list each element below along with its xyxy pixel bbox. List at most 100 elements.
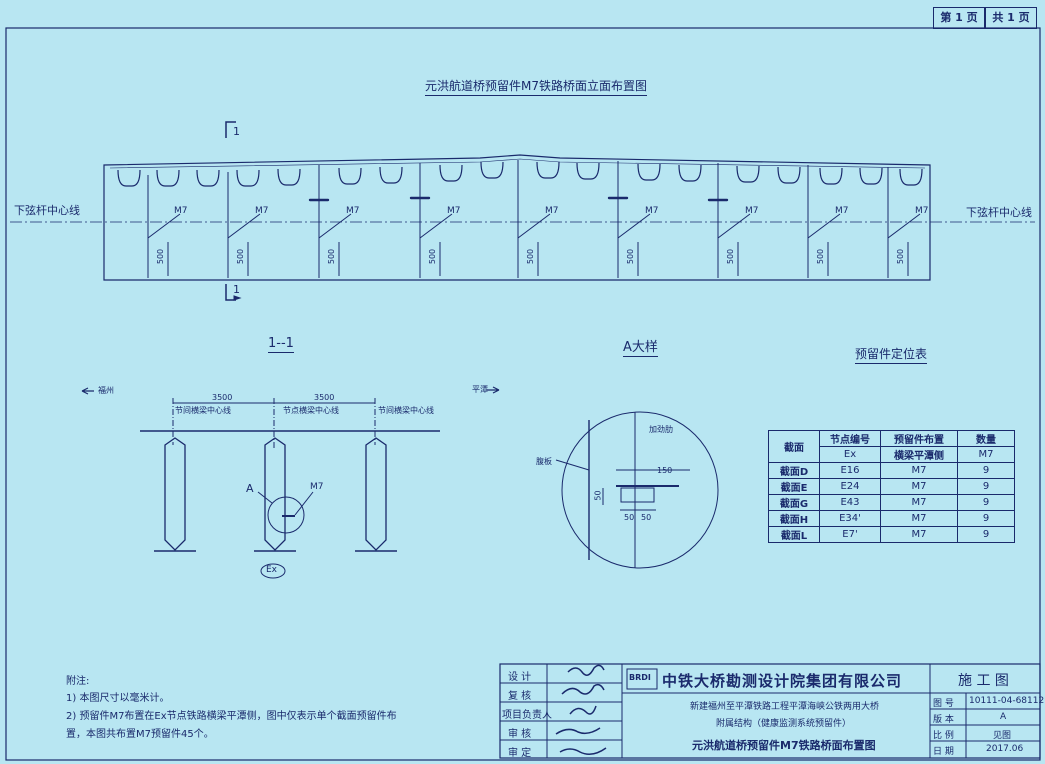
m7-label: M7	[545, 206, 559, 216]
table-title: 预留件定位表	[855, 345, 928, 364]
section-title: 1--1	[268, 336, 294, 353]
mark-a: A	[246, 482, 254, 495]
role-design: 设 计	[508, 672, 532, 683]
direction-left: 福州	[98, 386, 114, 395]
direction-right: 平潭	[472, 385, 488, 394]
subproject-name: 附属结构（健康监测系统预留件）	[716, 719, 852, 729]
dim-500: 500	[236, 248, 246, 265]
stage-label: 施 工 图	[958, 673, 1009, 689]
note-2: 2) 预留件M7布置在Ex节点铁路横梁平潭侧，图中仅表示单个截面预留件布	[66, 711, 397, 722]
sub-layout: 横梁平潭侧	[880, 446, 958, 463]
m7-label: M7	[255, 206, 269, 216]
dim-500: 500	[626, 248, 636, 265]
field-key: 比 例	[933, 731, 954, 741]
beam-label-right: 节间横梁中心线	[378, 406, 434, 415]
dim-500: 500	[327, 248, 337, 265]
th-qty: 数量	[957, 430, 1015, 447]
cell: 截面L	[768, 526, 820, 543]
beam-label-left: 节间横梁中心线	[175, 406, 231, 415]
dim-500: 500	[156, 248, 166, 265]
m7-label: M7	[447, 206, 461, 216]
cell: 截面E	[768, 478, 820, 495]
m7-verticals	[147, 160, 921, 278]
dim-500: 500	[526, 248, 536, 265]
field-key: 版 本	[933, 715, 954, 725]
cell: 9	[957, 478, 1015, 495]
table-row: 截面H E34' M7 9	[768, 510, 1015, 527]
dim-50-a: 50	[624, 513, 635, 522]
dim-50-b: 50	[641, 513, 652, 522]
cell: 9	[957, 494, 1015, 511]
m7-label: M7	[745, 206, 759, 216]
field-value: 10111-04-68112	[969, 696, 1045, 706]
node-label: Ex	[266, 565, 278, 575]
dim-3500-right: 3500	[314, 393, 335, 402]
section-1-1	[81, 386, 500, 579]
company-logo: BRDI	[629, 673, 651, 682]
dim-50-vertical: 50	[593, 490, 603, 501]
centerline-right-label: 下弦杆中心线	[966, 206, 1032, 219]
m7-label: M7	[835, 206, 849, 216]
sub-node: Ex	[819, 446, 881, 463]
field-value: 见图	[993, 731, 1012, 741]
field-key: 图 号	[933, 699, 954, 709]
mark-m7: M7	[310, 482, 324, 492]
cell: M7	[880, 478, 958, 495]
table-row: 截面L E7' M7 9	[768, 526, 1015, 543]
detail-title: A大样	[623, 336, 658, 357]
u-ribs	[117, 161, 923, 187]
m7-label: M7	[915, 206, 929, 216]
table-row: 截面D E16 M7 9	[768, 462, 1015, 479]
table-row: 截面E E24 M7 9	[768, 478, 1015, 495]
company-name: 中铁大桥勘测设计院集团有限公司	[662, 672, 903, 690]
title-block-lines	[499, 663, 1041, 759]
cell: 截面G	[768, 494, 820, 511]
field-value: 2017.06	[986, 744, 1024, 754]
cell: 9	[957, 526, 1015, 543]
role-pm: 项目负责人	[502, 710, 552, 721]
note-3: 置，本图共布置M7预留件45个。	[66, 729, 214, 740]
section-mark-top: 1	[233, 125, 240, 138]
m7-label: M7	[346, 206, 360, 216]
detail-a	[555, 411, 719, 569]
elevation-title: 元洪航道桥预留件M7铁路桥面立面布置图	[425, 77, 647, 96]
cell: E24	[819, 478, 881, 495]
th-layout: 预留件布置	[880, 430, 958, 447]
project-name: 新建福州至平潭铁路工程平潭海峡公铁两用大桥	[690, 702, 880, 712]
field-key: 日 期	[933, 747, 954, 757]
cell: M7	[880, 526, 958, 543]
cell: E7'	[819, 526, 881, 543]
dim-500: 500	[816, 248, 826, 265]
m7-label: M7	[645, 206, 659, 216]
table-row: 截面G E43 M7 9	[768, 494, 1015, 511]
cell: 9	[957, 462, 1015, 479]
beam-label-mid: 节点横梁中心线	[283, 406, 339, 415]
stiffener-label: 加劲肋	[649, 425, 673, 434]
th-node: 节点编号	[819, 430, 881, 447]
dim-3500-left: 3500	[212, 393, 233, 402]
location-table: 截面 节点编号 预留件布置 数量 Ex 横梁平潭侧 M7 截面D E16 M7 9 截…	[768, 430, 1015, 543]
centerline-left-label: 下弦杆中心线	[14, 204, 80, 217]
cell: M7	[880, 462, 958, 479]
dim-500: 500	[896, 248, 906, 265]
th-section: 截面	[768, 430, 820, 463]
dim-150: 150	[657, 466, 673, 475]
dim-500: 500	[726, 248, 736, 265]
cell: 9	[957, 510, 1015, 527]
cell: 截面D	[768, 462, 820, 479]
cell: E43	[819, 494, 881, 511]
signatures	[555, 664, 607, 755]
role-approve: 审 定	[508, 748, 532, 759]
cell: E16	[819, 462, 881, 479]
cell: 截面H	[768, 510, 820, 527]
note-1: 1) 本图尺寸以毫米计。	[66, 693, 170, 704]
cell: M7	[880, 494, 958, 511]
role-review: 复 核	[508, 691, 532, 702]
cell: E34'	[819, 510, 881, 527]
cell: M7	[880, 510, 958, 527]
field-value: A	[1000, 712, 1007, 722]
drawing-name: 元洪航道桥预留件M7铁路桥面布置图	[692, 739, 876, 752]
dim-500: 500	[428, 248, 438, 265]
